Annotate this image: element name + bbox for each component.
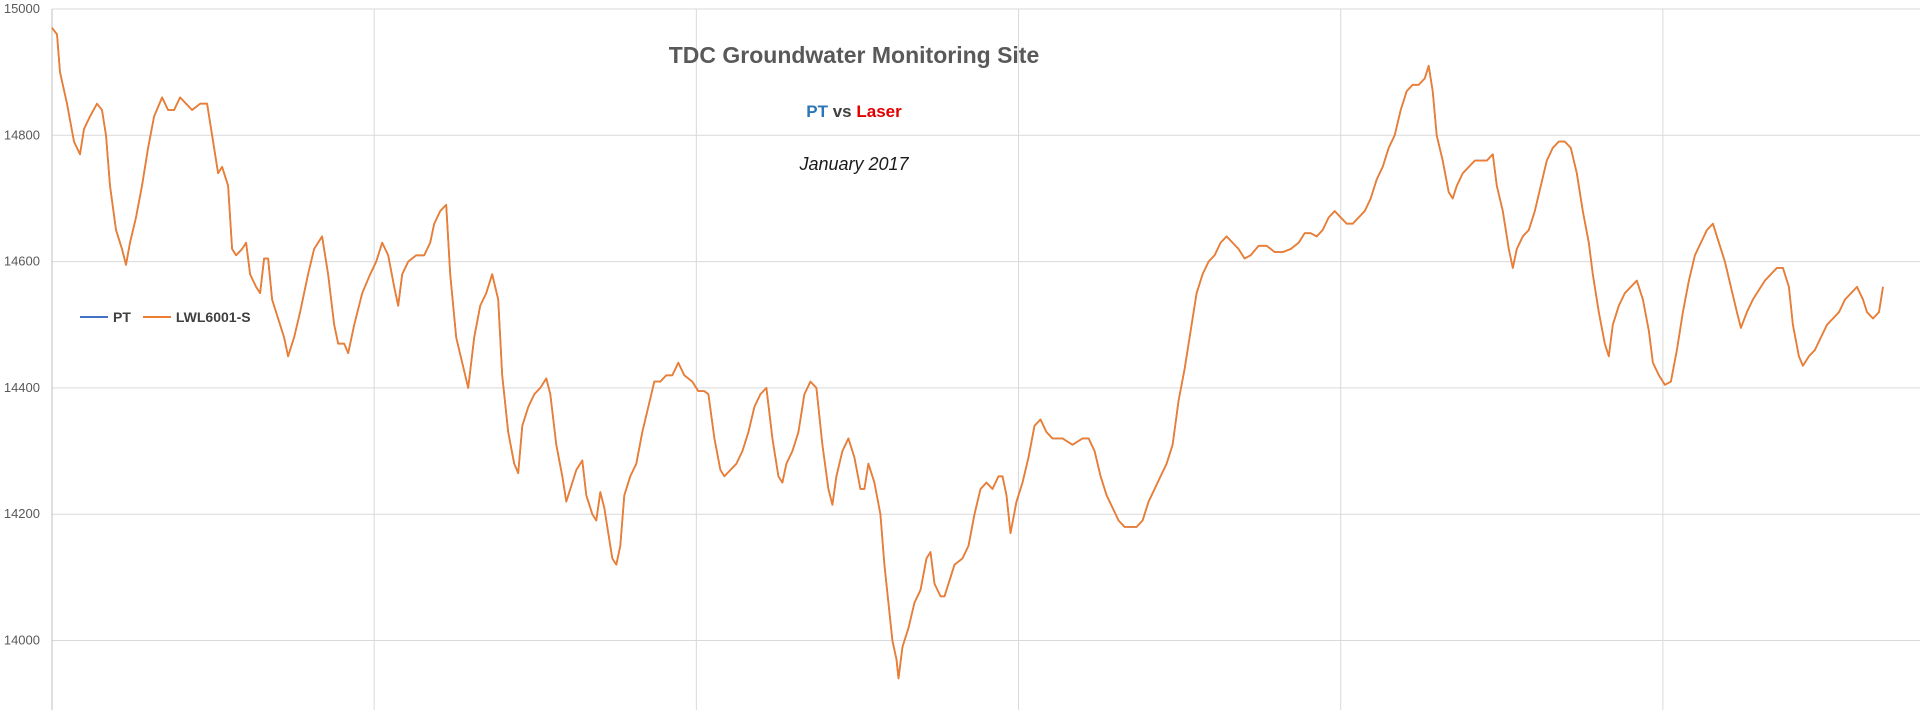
chart-date: January 2017 — [799, 154, 909, 174]
subtitle-vs: vs — [832, 102, 852, 121]
series-line-lwl6001-s — [51, 27, 1884, 680]
y-axis: 14000 14200 14400 14600 14800 15000 — [4, 1, 53, 710]
legend-swatch-lwl — [142, 316, 171, 318]
y-tick-label-14200: 14200 — [4, 506, 40, 521]
y-tick-label-14400: 14400 — [4, 380, 40, 395]
y-tick-label-14800: 14800 — [4, 127, 40, 142]
chart-title: TDC Groundwater Monitoring Site — [668, 42, 1040, 68]
legend: PT LWL6001-S — [80, 309, 263, 325]
legend-label-lwl: LWL6001-S — [175, 309, 251, 325]
legend-item-lwl: LWL6001-S — [142, 309, 251, 325]
series-lines — [51, 27, 1884, 680]
chart-subtitle: PT vs Laser — [0, 102, 1708, 122]
subtitle-laser: Laser — [856, 102, 902, 121]
legend-item-pt: PT — [80, 309, 131, 325]
y-tick-label-14000: 14000 — [4, 633, 40, 648]
grid-lines — [52, 8, 1920, 710]
y-tick-label-14600: 14600 — [4, 254, 40, 269]
legend-label-pt: PT — [113, 309, 131, 325]
legend-swatch-pt — [80, 316, 108, 318]
y-tick-label-15000: 15000 — [4, 1, 40, 16]
subtitle-pt: PT — [806, 102, 828, 121]
